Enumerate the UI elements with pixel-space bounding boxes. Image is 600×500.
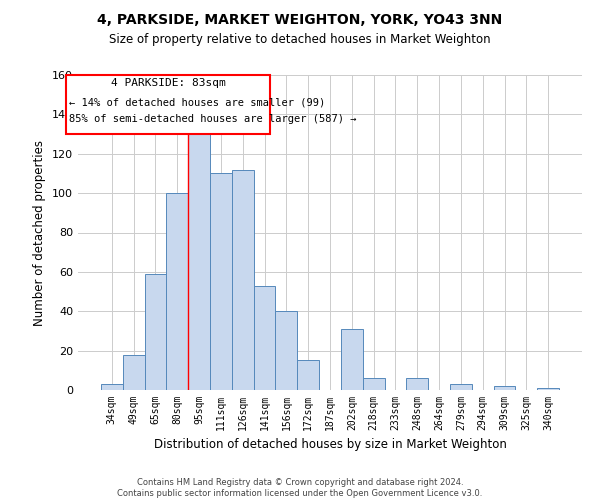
Bar xyxy=(210,174,232,390)
Bar xyxy=(341,329,363,390)
Bar xyxy=(166,193,188,390)
Bar xyxy=(254,286,275,390)
Bar xyxy=(406,378,428,390)
Text: 85% of semi-detached houses are larger (587) →: 85% of semi-detached houses are larger (… xyxy=(69,114,356,124)
Bar xyxy=(123,354,145,390)
Bar xyxy=(275,311,297,390)
Text: Size of property relative to detached houses in Market Weighton: Size of property relative to detached ho… xyxy=(109,32,491,46)
Bar xyxy=(101,384,123,390)
Bar xyxy=(232,170,254,390)
Text: 4 PARKSIDE: 83sqm: 4 PARKSIDE: 83sqm xyxy=(110,78,226,88)
Y-axis label: Number of detached properties: Number of detached properties xyxy=(34,140,46,326)
Text: ← 14% of detached houses are smaller (99): ← 14% of detached houses are smaller (99… xyxy=(69,98,325,108)
Bar xyxy=(363,378,385,390)
Text: Contains HM Land Registry data © Crown copyright and database right 2024.
Contai: Contains HM Land Registry data © Crown c… xyxy=(118,478,482,498)
Bar xyxy=(537,388,559,390)
Bar xyxy=(145,274,166,390)
X-axis label: Distribution of detached houses by size in Market Weighton: Distribution of detached houses by size … xyxy=(154,438,506,452)
Text: 4, PARKSIDE, MARKET WEIGHTON, YORK, YO43 3NN: 4, PARKSIDE, MARKET WEIGHTON, YORK, YO43… xyxy=(97,12,503,26)
Bar xyxy=(450,384,472,390)
Bar xyxy=(188,128,210,390)
Bar xyxy=(297,360,319,390)
Bar xyxy=(494,386,515,390)
